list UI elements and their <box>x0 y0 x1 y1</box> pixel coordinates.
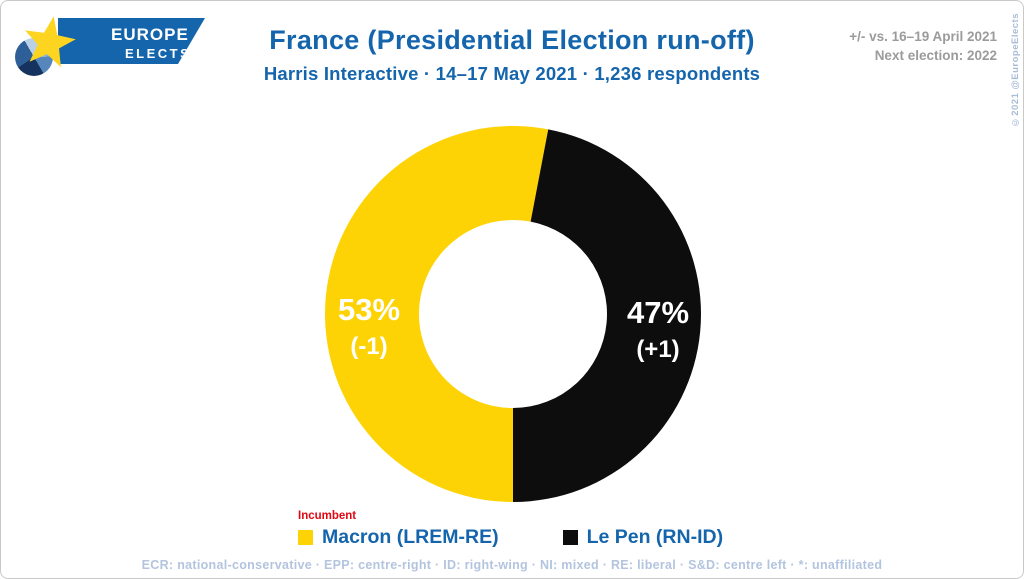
lepen-percentage: 47% <box>626 295 690 330</box>
donut-chart <box>324 126 701 503</box>
macron-change: (-1) <box>350 333 388 360</box>
donut-slice-1 <box>513 129 701 502</box>
header: France (Presidential Election run-off) H… <box>1 25 1023 85</box>
legend-label-macron: Macron (LREM-RE) <box>322 526 499 548</box>
note-next-election: Next election: 2022 <box>874 47 997 63</box>
legend-row: Macron (LREM-RE) Le Pen (RN-ID) <box>298 526 723 549</box>
legend-item-lepen: Le Pen (RN-ID) <box>562 526 724 549</box>
note-change-baseline: +/- vs. 16–19 April 2021 <box>849 29 997 44</box>
legend-item-macron: Macron (LREM-RE) <box>298 526 499 549</box>
lepen-swatch-icon <box>562 530 578 545</box>
europe-elects-logo: EUROPE ELECTS <box>9 11 209 83</box>
legend-label-lepen: Le Pen (RN-ID) <box>586 526 724 548</box>
page-subtitle: Harris Interactive · 14–17 May 2021 · 1,… <box>263 63 761 84</box>
logo-text-elects: ELECTS <box>125 46 192 61</box>
macron-swatch-icon <box>298 530 313 545</box>
logo-text-europe: EUROPE <box>111 25 189 44</box>
comparison-note: +/- vs. 16–19 April 2021 Next election: … <box>849 28 997 66</box>
slice-label-lepen: 47% (+1) <box>603 295 713 364</box>
lepen-change: (+1) <box>636 336 680 363</box>
legend: Incumbent Macron (LREM-RE) Le Pen (RN-ID… <box>298 510 723 549</box>
star-icon <box>25 16 76 68</box>
party-group-key: ECR: national-conservative · EPP: centre… <box>141 558 883 572</box>
incumbent-label: Incumbent <box>298 510 357 522</box>
slice-label-macron: 53% (-1) <box>314 292 424 361</box>
logo-banner: EUROPE ELECTS <box>58 18 205 64</box>
page-title: France (Presidential Election run-off) <box>269 25 755 55</box>
donut-slice-0 <box>324 126 549 503</box>
copyright-vertical: ©2021 @EuropeElects <box>1010 13 1021 128</box>
macron-percentage: 53% <box>337 292 401 327</box>
